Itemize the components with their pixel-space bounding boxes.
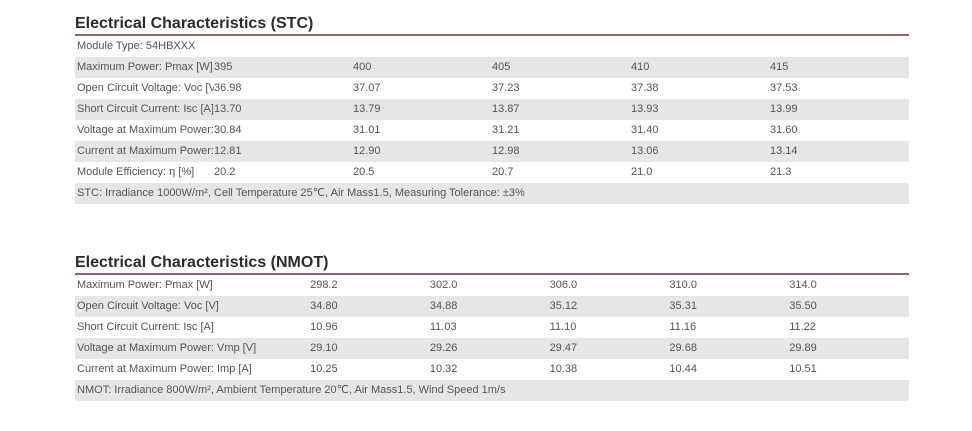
cell-value: 405 <box>492 57 631 78</box>
table-row: Current at Maximum Power: Imp [A] 10.25 10… <box>75 359 909 380</box>
cell-value: 20.2 <box>214 166 236 178</box>
cell-value: 13.99 <box>770 99 909 120</box>
cell-value: 302.0 <box>429 279 458 291</box>
cell-value: 35.12 <box>549 296 670 317</box>
cell-value: 35.50 <box>789 296 909 317</box>
cell-value: 31.01 <box>353 124 381 136</box>
stc-table: Module Type: 54HBXXX Maximum Power: Pmax… <box>75 36 909 204</box>
row-label: Current at Maximum Power: Imp [A] <box>75 141 214 162</box>
nmot-title: Electrical Characteristics (NMOT) <box>75 252 909 275</box>
cell-value: 13.93 <box>631 99 770 120</box>
cell-value: 37.38 <box>631 82 659 94</box>
table-row: Voltage at Maximum Power: Vmp [V]30.84 31… <box>75 120 909 141</box>
cell-value: 395 <box>214 57 353 78</box>
table-row: Open Circuit Voltage: Voc [V] 36.98 37.07 3… <box>75 78 909 99</box>
stc-section: Electrical Characteristics (STC) Module … <box>75 13 909 204</box>
table-row: Short Circuit Current: Isc [A] 10.96 11.03… <box>75 317 909 338</box>
table-row: Maximum Power: Pmax [W] 395 400 405 410 415 <box>75 57 909 78</box>
row-label: Short Circuit Current: Isc [A] <box>77 321 214 333</box>
cell-value: 10.32 <box>429 363 458 375</box>
cell-value: 314.0 <box>789 279 817 291</box>
cell-value: 13.70 <box>214 99 353 120</box>
cell-value: 29.47 <box>549 338 670 359</box>
cell-value: 11.22 <box>789 321 816 333</box>
row-label: Maximum Power: Pmax [W] <box>77 279 213 291</box>
cell-value: 31.21 <box>492 124 520 136</box>
cell-value: 37.23 <box>492 82 520 94</box>
table-row: Module Type: 54HBXXX <box>75 36 909 57</box>
cell-value: 400 <box>353 57 492 78</box>
cell-value: 13.06 <box>631 141 770 162</box>
cell-value: 37.07 <box>353 82 381 94</box>
table-row: Module Efficiency: η [%] 20.2 20.5 20.7 21.0… <box>75 162 909 183</box>
cell-value: 31.60 <box>770 124 798 136</box>
table-row: Voltage at Maximum Power: Vmp [V] 29.10 29… <box>75 338 909 359</box>
cell-value: 12.90 <box>353 141 492 162</box>
cell-value: 415 <box>770 57 909 78</box>
cell-value: 29.68 <box>669 338 790 359</box>
nmot-section: Electrical Characteristics (NMOT) Maximu… <box>75 252 909 401</box>
cell-value: 20.7 <box>492 166 514 178</box>
row-label: Voltage at Maximum Power: Vmp [V] <box>77 124 214 136</box>
row-label: Short Circuit Current: Isc [A] <box>75 99 214 120</box>
row-label: Current at Maximum Power: Imp [A] <box>77 363 252 375</box>
cell-value: 35.31 <box>669 296 790 317</box>
table-row: Short Circuit Current: Isc [A] 13.70 13.79… <box>75 99 909 120</box>
cell-value: 12.81 <box>214 141 353 162</box>
table-row: NMOT: Irradiance 800W/m², Ambient Temper… <box>75 380 909 401</box>
cell-value: 34.88 <box>429 296 550 317</box>
cell-value: 10.38 <box>549 363 578 375</box>
row-label: Open Circuit Voltage: Voc [V] <box>75 296 311 317</box>
footnote: NMOT: Irradiance 800W/m², Ambient Temper… <box>75 380 909 401</box>
cell-value: 13.79 <box>353 99 492 120</box>
cell-value: 410 <box>631 57 770 78</box>
cell-value: 21.0 <box>631 166 653 178</box>
row-label: Open Circuit Voltage: Voc [V] <box>77 82 214 94</box>
cell-value: 10.44 <box>669 363 697 375</box>
row-label: Maximum Power: Pmax [W] <box>75 57 214 78</box>
cell-value: 310.0 <box>669 279 697 291</box>
cell-value: 29.10 <box>310 338 430 359</box>
row-label: Voltage at Maximum Power: Vmp [V] <box>75 338 311 359</box>
cell-value: 29.26 <box>429 338 550 359</box>
cell-value: 11.16 <box>669 321 697 333</box>
table-row: STC: Irradiance 1000W/m², Cell Temperatu… <box>75 183 909 204</box>
cell-value: 29.89 <box>789 338 909 359</box>
cell-value: 31.40 <box>631 124 659 136</box>
cell-value: 306.0 <box>549 279 578 291</box>
table-row: Open Circuit Voltage: Voc [V] 34.80 34.88 3… <box>75 296 909 317</box>
cell-value: 21.3 <box>770 166 792 178</box>
cell-value: 34.80 <box>310 296 430 317</box>
cell-value: 20.5 <box>353 166 375 178</box>
nmot-table: Maximum Power: Pmax [W] 298.2 302.0 306.0 31… <box>75 275 909 401</box>
cell-value: 298.2 <box>310 279 338 291</box>
row-label: Module Efficiency: η [%] <box>77 166 195 178</box>
stc-title: Electrical Characteristics (STC) <box>75 13 909 36</box>
cell-value: 13.87 <box>492 99 631 120</box>
table-row: Maximum Power: Pmax [W] 298.2 302.0 306.0 31… <box>75 275 909 296</box>
cell-value: 11.10 <box>549 321 577 333</box>
cell-value: 37.53 <box>770 82 798 94</box>
cell-value: 11.03 <box>429 321 457 333</box>
cell-value: 10.25 <box>310 363 338 375</box>
cell-value: 36.98 <box>214 82 242 94</box>
cell-value: 30.84 <box>214 124 242 136</box>
module-type: Module Type: 54HBXXX <box>77 40 196 52</box>
cell-value: 13.14 <box>770 141 909 162</box>
table-row: Current at Maximum Power: Imp [A]12.8112… <box>75 141 909 162</box>
footnote: STC: Irradiance 1000W/m², Cell Temperatu… <box>75 183 909 204</box>
cell-value: 10.96 <box>310 321 338 333</box>
cell-value: 12.98 <box>492 141 631 162</box>
cell-value: 10.51 <box>789 363 817 375</box>
